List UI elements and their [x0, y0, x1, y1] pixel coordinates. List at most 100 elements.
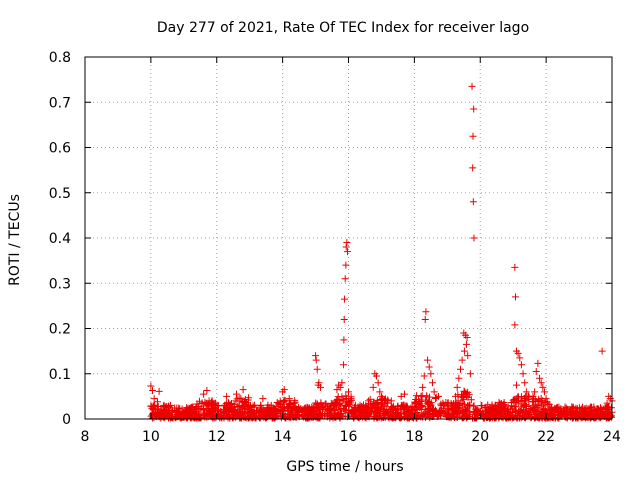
- data-point: [226, 414, 234, 422]
- data-point: [540, 388, 548, 396]
- data-point: [496, 406, 504, 414]
- data-point: [236, 408, 244, 416]
- y-tick-label: 0.6: [49, 141, 71, 157]
- data-point: [469, 164, 477, 172]
- data-point: [515, 406, 523, 414]
- data-point: [236, 414, 244, 422]
- data-point: [389, 404, 397, 412]
- data-point: [280, 404, 288, 412]
- data-point: [590, 411, 598, 419]
- data-point: [360, 405, 368, 413]
- y-tick-label: 0.8: [49, 50, 71, 66]
- data-point: [282, 414, 290, 422]
- data-point: [413, 398, 421, 406]
- data-point: [466, 370, 474, 378]
- data-point: [175, 404, 183, 412]
- data-point: [273, 407, 281, 415]
- data-point: [594, 405, 602, 413]
- data-point: [157, 414, 165, 422]
- data-point: [521, 379, 529, 387]
- data-point: [401, 409, 409, 417]
- data-point: [159, 402, 167, 410]
- data-point: [418, 411, 426, 419]
- data-point: [454, 407, 462, 415]
- data-point: [153, 398, 161, 406]
- data-point: [394, 412, 402, 420]
- data-point: [535, 397, 543, 405]
- data-point: [379, 399, 387, 407]
- data-point: [223, 392, 231, 400]
- data-point: [341, 407, 349, 415]
- data-point: [315, 403, 323, 411]
- data-point: [314, 381, 322, 389]
- data-point: [233, 390, 241, 398]
- data-point: [516, 354, 524, 362]
- data-point: [348, 407, 356, 415]
- x-tick-label: 18: [405, 429, 423, 445]
- data-point: [603, 399, 611, 407]
- data-point: [521, 394, 529, 402]
- data-point: [376, 388, 384, 396]
- data-point: [351, 401, 359, 409]
- data-point: [341, 275, 349, 283]
- data-point: [257, 405, 265, 413]
- data-point: [387, 397, 395, 405]
- data-point: [455, 402, 463, 410]
- data-point: [430, 388, 438, 396]
- data-point: [542, 395, 550, 403]
- data-point: [588, 403, 596, 411]
- data-point: [333, 411, 341, 419]
- data-point: [460, 400, 468, 408]
- data-point: [148, 414, 156, 422]
- data-point: [519, 403, 527, 411]
- data-point: [462, 340, 470, 348]
- data-point: [234, 402, 242, 410]
- data-point: [384, 396, 392, 404]
- data-point: [370, 402, 378, 410]
- data-point: [537, 379, 545, 387]
- data-point: [288, 406, 296, 414]
- data-point: [515, 400, 523, 408]
- data-point: [602, 405, 610, 413]
- data-point: [557, 405, 565, 413]
- data-point: [470, 105, 478, 113]
- data-point: [439, 407, 447, 415]
- data-point: [445, 409, 453, 417]
- data-point: [548, 409, 556, 417]
- data-point: [520, 411, 528, 419]
- data-point: [340, 361, 348, 369]
- data-point: [417, 392, 425, 400]
- data-point: [500, 398, 508, 406]
- grid: [85, 57, 612, 419]
- data-point: [469, 198, 477, 206]
- y-tick-label: 0.7: [49, 95, 71, 111]
- data-point: [242, 399, 250, 407]
- data-point: [342, 261, 350, 269]
- data-point: [340, 336, 348, 344]
- data-point: [166, 401, 174, 409]
- data-point: [280, 386, 288, 394]
- data-point: [239, 403, 247, 411]
- data-point: [425, 363, 433, 371]
- data-point: [331, 406, 339, 414]
- data-point: [200, 390, 208, 398]
- data-point: [266, 406, 274, 414]
- data-point: [345, 388, 352, 396]
- data-point: [215, 406, 223, 414]
- x-tick-label: 20: [471, 429, 489, 445]
- data-point: [344, 248, 352, 256]
- data-point: [369, 383, 377, 391]
- data-point: [470, 402, 478, 410]
- data-point: [239, 386, 247, 394]
- data-point: [340, 315, 348, 323]
- data-point: [267, 401, 275, 409]
- data-point: [531, 406, 539, 414]
- data-point: [458, 356, 466, 364]
- data-point: [512, 381, 520, 389]
- y-tick-label: 0.4: [49, 231, 71, 247]
- data-point: [335, 381, 343, 389]
- data-point: [249, 403, 257, 411]
- data-point: [504, 408, 512, 416]
- data-point: [511, 293, 519, 301]
